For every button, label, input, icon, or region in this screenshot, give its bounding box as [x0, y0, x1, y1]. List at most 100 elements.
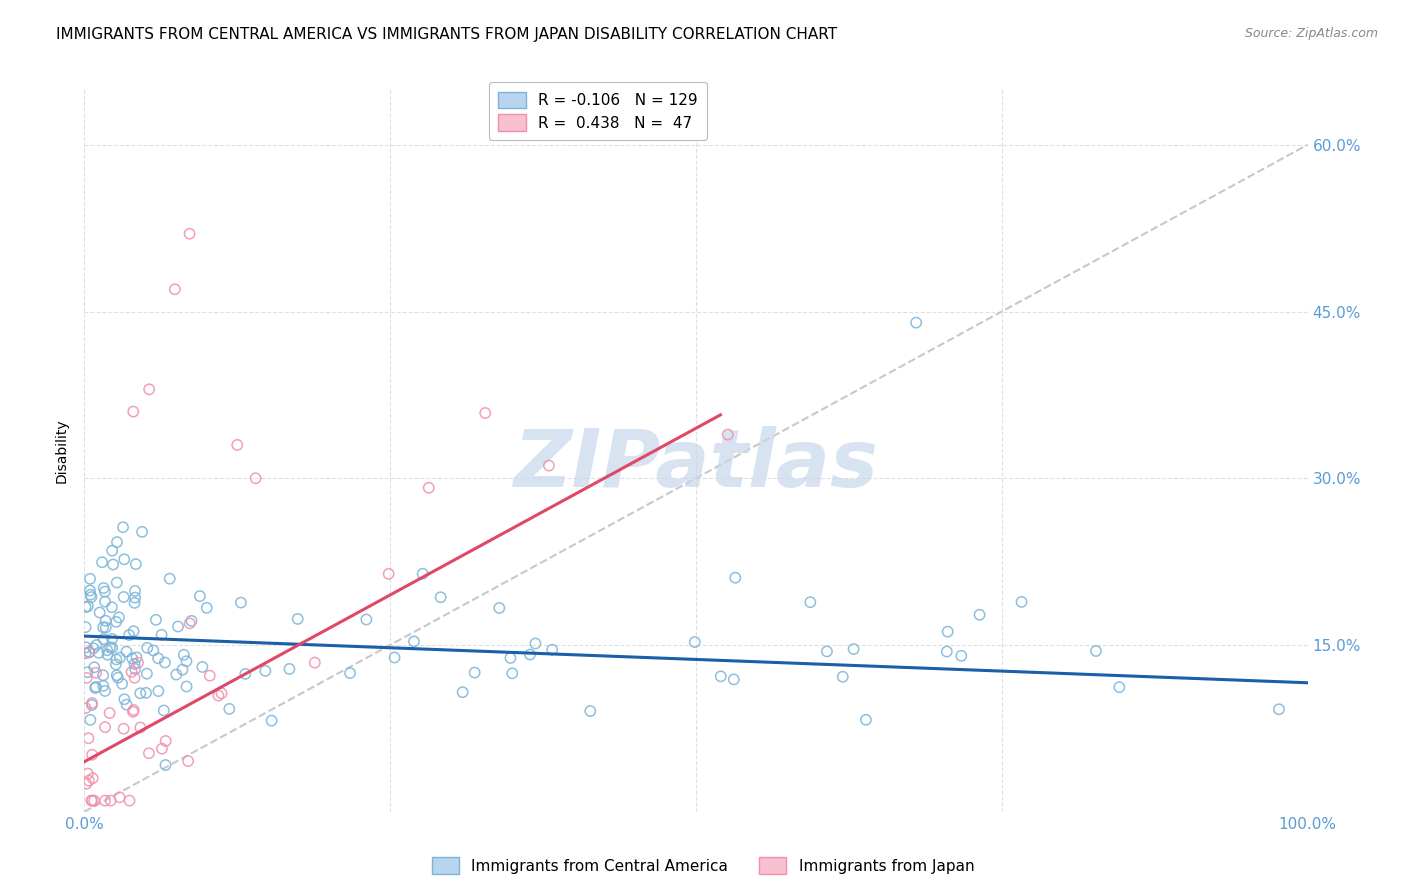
- Point: [384, 650, 406, 665]
- Point: [148, 684, 170, 698]
- Point: [84, 665, 107, 680]
- Point: [176, 680, 198, 694]
- Point: [91, 555, 114, 569]
- Point: [799, 595, 821, 609]
- Point: [159, 572, 181, 586]
- Point: [108, 790, 131, 805]
- Point: [94, 794, 117, 808]
- Point: [83, 641, 105, 656]
- Point: [86, 638, 108, 652]
- Point: [101, 632, 124, 646]
- Point: [129, 686, 152, 700]
- Point: [115, 698, 138, 712]
- Point: [245, 471, 267, 485]
- Point: [122, 703, 145, 717]
- Point: [105, 668, 128, 682]
- Point: [77, 645, 100, 659]
- Point: [1268, 702, 1291, 716]
- Point: [104, 657, 127, 672]
- Point: [118, 794, 141, 808]
- Point: [107, 671, 129, 685]
- Point: [105, 535, 128, 549]
- Point: [304, 656, 326, 670]
- Point: [122, 705, 145, 719]
- Point: [105, 652, 128, 666]
- Point: [111, 520, 134, 534]
- Point: [537, 458, 560, 473]
- Point: [101, 543, 124, 558]
- Point: [98, 640, 121, 655]
- Point: [488, 601, 510, 615]
- Point: [111, 677, 134, 691]
- Point: [519, 648, 541, 662]
- Point: [163, 282, 186, 296]
- Y-axis label: Disability: Disability: [55, 418, 69, 483]
- Point: [89, 606, 111, 620]
- Point: [195, 600, 218, 615]
- Point: [115, 645, 138, 659]
- Point: [418, 481, 440, 495]
- Point: [173, 648, 195, 662]
- Point: [108, 610, 131, 624]
- Point: [118, 628, 141, 642]
- Point: [138, 382, 160, 396]
- Point: [82, 772, 104, 786]
- Point: [464, 665, 486, 680]
- Point: [145, 613, 167, 627]
- Point: [339, 666, 361, 681]
- Point: [155, 734, 177, 748]
- Point: [121, 665, 143, 679]
- Point: [124, 596, 146, 610]
- Point: [125, 650, 148, 665]
- Point: [524, 636, 547, 650]
- Point: [94, 594, 117, 608]
- Point: [105, 615, 128, 629]
- Point: [80, 590, 103, 604]
- Point: [80, 794, 103, 808]
- Point: [76, 766, 98, 780]
- Legend: Immigrants from Central America, Immigrants from Japan: Immigrants from Central America, Immigra…: [426, 851, 980, 880]
- Point: [80, 698, 103, 712]
- Point: [87, 646, 110, 660]
- Point: [429, 591, 451, 605]
- Text: Source: ZipAtlas.com: Source: ZipAtlas.com: [1244, 27, 1378, 40]
- Point: [136, 640, 159, 655]
- Point: [218, 702, 240, 716]
- Point: [138, 746, 160, 760]
- Point: [101, 600, 124, 615]
- Point: [191, 660, 214, 674]
- Point: [179, 616, 201, 631]
- Point: [93, 632, 115, 646]
- Point: [101, 558, 124, 572]
- Point: [80, 696, 103, 710]
- Point: [77, 773, 100, 788]
- Point: [79, 713, 101, 727]
- Point: [717, 427, 740, 442]
- Point: [76, 599, 98, 614]
- Point: [188, 589, 211, 603]
- Point: [541, 642, 564, 657]
- Legend: R = -0.106   N = 129, R =  0.438   N =  47: R = -0.106 N = 129, R = 0.438 N = 47: [489, 82, 707, 140]
- Point: [198, 668, 221, 682]
- Point: [177, 754, 200, 768]
- Point: [112, 692, 135, 706]
- Point: [474, 406, 496, 420]
- Point: [98, 706, 121, 720]
- Point: [179, 227, 201, 241]
- Point: [91, 620, 114, 634]
- Point: [150, 741, 173, 756]
- Point: [76, 665, 98, 680]
- Point: [91, 679, 114, 693]
- Point: [79, 588, 101, 602]
- Point: [226, 438, 249, 452]
- Point: [122, 404, 145, 418]
- Point: [1011, 595, 1033, 609]
- Point: [155, 758, 177, 772]
- Point: [905, 316, 928, 330]
- Point: [167, 619, 190, 633]
- Point: [211, 686, 233, 700]
- Point: [94, 614, 117, 628]
- Point: [75, 777, 97, 791]
- Point: [377, 566, 399, 581]
- Text: ZIPatlas: ZIPatlas: [513, 425, 879, 504]
